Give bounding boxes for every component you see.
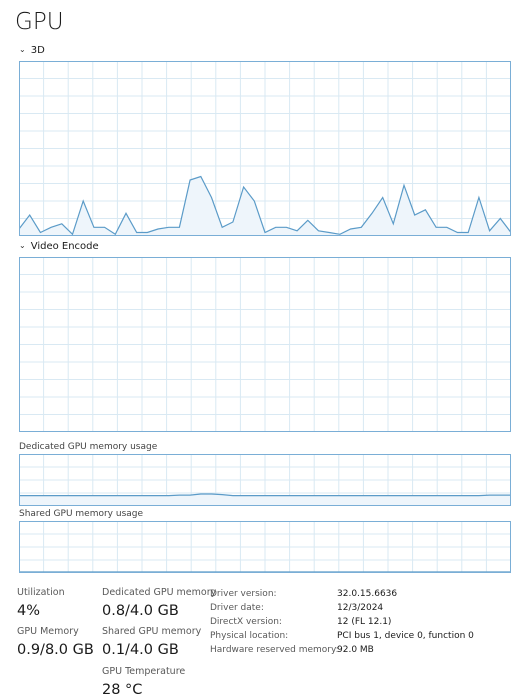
- info-key: DirectX version:: [210, 617, 282, 627]
- engine-video-encode-label: Video Encode: [30, 241, 99, 252]
- info-row-hardware-reserved-memory: Hardware reserved memory: 92.0 MB: [210, 643, 474, 657]
- stat-gpu-temperature: GPU Temperature 28 °C: [102, 666, 185, 698]
- stat-utilization: Utilization 4%: [17, 587, 65, 619]
- stat-label: GPU Memory: [17, 626, 79, 637]
- stat-gpu-memory: GPU Memory 0.9/8.0 GB: [17, 626, 94, 658]
- info-value: 12 (FL 12.1): [337, 617, 392, 627]
- engine-3d-label: 3D: [30, 45, 45, 56]
- engine-3d-usage-area: [19, 176, 511, 236]
- stat-label: Dedicated GPU memory: [102, 587, 217, 598]
- engine-3d-graph: [19, 61, 511, 236]
- stat-value: 0.9/8.0 GB: [17, 642, 94, 658]
- chevron-down-icon[interactable]: ⌄: [19, 241, 26, 250]
- info-value: 92.0 MB: [337, 645, 374, 655]
- info-row-driver-version: Driver version: 32.0.15.6636: [210, 587, 474, 601]
- info-key: Driver date:: [210, 603, 264, 613]
- info-value: 12/3/2024: [337, 603, 384, 613]
- info-row-driver-date: Driver date: 12/3/2024: [210, 601, 474, 615]
- dedicated-memory-usage-area: [19, 494, 511, 506]
- dedicated-memory-graph: [19, 454, 511, 506]
- stat-value: 28 °C: [102, 682, 143, 698]
- dedicated-memory-usage-line: [19, 493, 511, 497]
- engine-3d-usage-line: [19, 175, 511, 236]
- shared-memory-graph-label: Shared GPU memory usage: [19, 509, 144, 519]
- stat-dedicated-gpu-memory: Dedicated GPU memory 0.8/4.0 GB: [102, 587, 216, 619]
- page-title: GPU: [15, 9, 64, 35]
- info-value: 32.0.15.6636: [337, 589, 398, 599]
- engine-video-encode-header[interactable]: ⌄ Video Encode: [19, 241, 99, 252]
- stat-label: Shared GPU memory: [102, 626, 202, 637]
- stat-label: GPU Temperature: [102, 666, 186, 677]
- info-value: PCI bus 1, device 0, function 0: [337, 631, 474, 641]
- info-row-directx-version: DirectX version: 12 (FL 12.1): [210, 615, 474, 629]
- stat-label: Utilization: [17, 587, 65, 598]
- engine-video-encode-graph: [19, 257, 511, 432]
- shared-memory-graph: [19, 521, 511, 573]
- driver-info-table: Driver version: 32.0.15.6636 Driver date…: [210, 587, 474, 657]
- stat-value: 0.8/4.0 GB: [102, 603, 179, 619]
- stat-value: 0.1/4.0 GB: [102, 642, 179, 658]
- info-row-physical-location: Physical location: PCI bus 1, device 0, …: [210, 629, 474, 643]
- info-key: Physical location:: [210, 631, 289, 641]
- dedicated-memory-graph-label: Dedicated GPU memory usage: [19, 442, 158, 452]
- info-key: Hardware reserved memory:: [210, 645, 339, 655]
- engine-3d-header[interactable]: ⌄ 3D: [19, 45, 45, 56]
- info-key: Driver version:: [210, 589, 277, 599]
- chevron-down-icon[interactable]: ⌄: [19, 45, 26, 54]
- stat-shared-gpu-memory: Shared GPU memory 0.1/4.0 GB: [102, 626, 201, 658]
- stat-value: 4%: [17, 603, 41, 619]
